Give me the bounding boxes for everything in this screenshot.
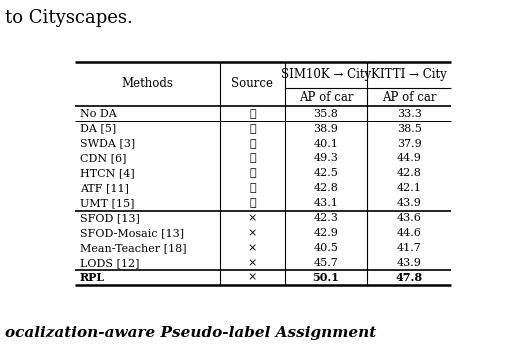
Text: 42.5: 42.5: [313, 169, 338, 179]
Text: 42.8: 42.8: [313, 183, 338, 193]
Text: 47.8: 47.8: [395, 272, 422, 283]
Text: ×: ×: [247, 258, 257, 268]
Text: 40.5: 40.5: [313, 243, 338, 253]
Text: UMT [15]: UMT [15]: [80, 198, 134, 208]
Text: 35.8: 35.8: [313, 109, 338, 119]
Text: 44.6: 44.6: [396, 228, 421, 238]
Text: SWDA [3]: SWDA [3]: [80, 138, 135, 148]
Text: Methods: Methods: [121, 78, 173, 90]
Text: 38.9: 38.9: [313, 124, 338, 134]
Text: 45.7: 45.7: [313, 258, 338, 268]
Text: 42.1: 42.1: [396, 183, 421, 193]
Text: ✓: ✓: [248, 154, 255, 163]
Text: ✓: ✓: [248, 109, 255, 119]
Text: 43.1: 43.1: [313, 198, 338, 208]
Text: 44.9: 44.9: [396, 154, 421, 163]
Text: 40.1: 40.1: [313, 138, 338, 148]
Text: 33.3: 33.3: [396, 109, 421, 119]
Text: Mean-Teacher [18]: Mean-Teacher [18]: [80, 243, 186, 253]
Text: SFOD [13]: SFOD [13]: [80, 213, 139, 223]
Text: 43.9: 43.9: [396, 258, 421, 268]
Text: 37.9: 37.9: [396, 138, 421, 148]
Text: ATF [11]: ATF [11]: [80, 183, 128, 193]
Text: AP of car: AP of car: [298, 91, 352, 104]
Text: 42.3: 42.3: [313, 213, 338, 223]
Text: ×: ×: [247, 228, 257, 238]
Text: LODS [12]: LODS [12]: [80, 258, 139, 268]
Text: 41.7: 41.7: [396, 243, 421, 253]
Text: 49.3: 49.3: [313, 154, 338, 163]
Text: HTCN [4]: HTCN [4]: [80, 169, 134, 179]
Text: RPL: RPL: [80, 272, 105, 283]
Text: CDN [6]: CDN [6]: [80, 154, 126, 163]
Text: ocalization-aware Pseudo-label Assignment: ocalization-aware Pseudo-label Assignmen…: [5, 326, 376, 340]
Text: AP of car: AP of car: [381, 91, 436, 104]
Text: 42.9: 42.9: [313, 228, 338, 238]
Text: ✓: ✓: [248, 183, 255, 193]
Text: No DA: No DA: [80, 109, 116, 119]
Text: 43.9: 43.9: [396, 198, 421, 208]
Text: ✓: ✓: [248, 124, 255, 134]
Text: ×: ×: [247, 243, 257, 253]
Text: Source: Source: [231, 78, 273, 90]
Text: ✓: ✓: [248, 198, 255, 208]
Text: ×: ×: [247, 213, 257, 223]
Text: KITTI → City: KITTI → City: [371, 68, 446, 81]
Text: SFOD-Mosaic [13]: SFOD-Mosaic [13]: [80, 228, 183, 238]
Text: 38.5: 38.5: [396, 124, 421, 134]
Text: ✓: ✓: [248, 138, 255, 148]
Text: DA [5]: DA [5]: [80, 124, 116, 134]
Text: 43.6: 43.6: [396, 213, 421, 223]
Text: 50.1: 50.1: [312, 272, 339, 283]
Text: ✓: ✓: [248, 169, 255, 179]
Text: 42.8: 42.8: [396, 169, 421, 179]
Text: to Cityscapes.: to Cityscapes.: [5, 9, 133, 27]
Text: ×: ×: [247, 273, 257, 283]
Text: SIM10K → City: SIM10K → City: [280, 68, 370, 81]
